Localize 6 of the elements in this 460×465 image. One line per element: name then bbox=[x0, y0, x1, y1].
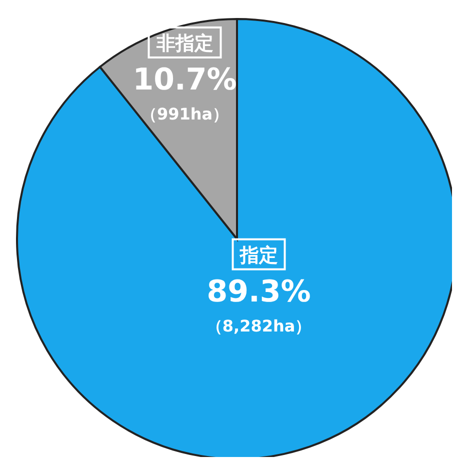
data-label: 10.7% bbox=[132, 62, 237, 98]
text: （991ha） bbox=[140, 104, 229, 124]
data-label: 89.3% bbox=[206, 274, 311, 310]
slice-label: 非指定 bbox=[155, 32, 214, 54]
text: （8,282ha） bbox=[206, 316, 312, 336]
slice-label: 指定 bbox=[238, 244, 278, 266]
